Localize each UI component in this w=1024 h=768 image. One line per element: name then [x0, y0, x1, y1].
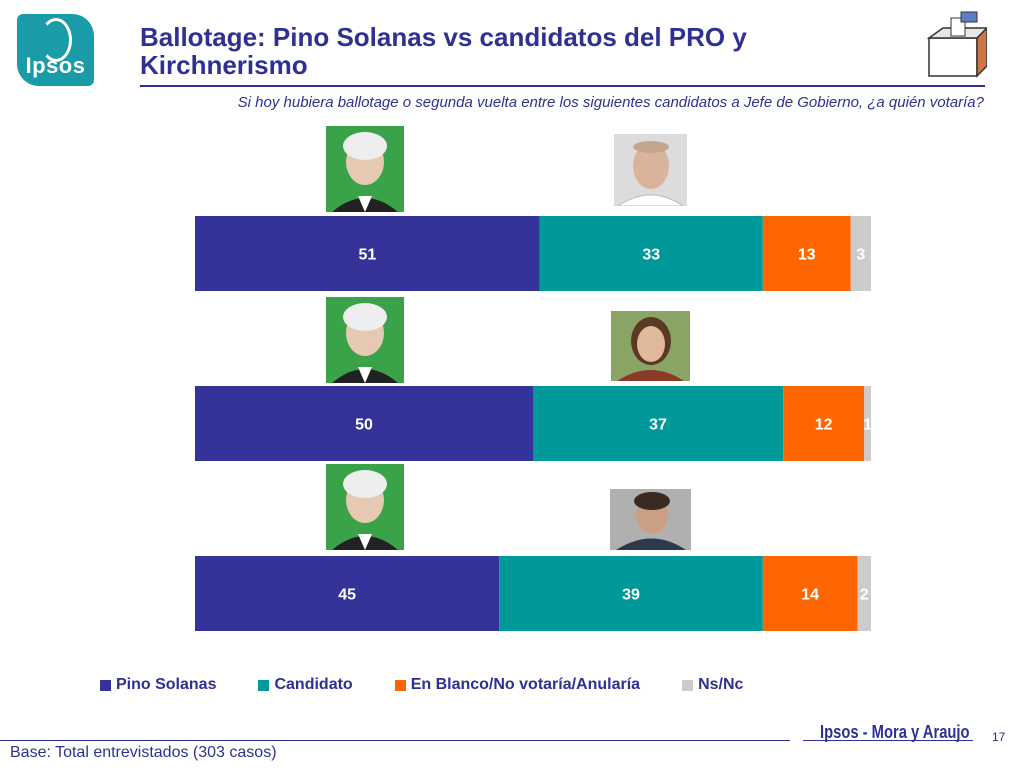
bar-segment [195, 556, 500, 631]
candidate-photo-3 [610, 489, 691, 550]
bar-value-label: 37 [649, 417, 667, 434]
legend-swatch [100, 679, 111, 691]
bar-value-label: 39 [622, 587, 640, 604]
candidate-photo-1 [614, 134, 687, 206]
legend-swatch [394, 679, 406, 691]
pino-solanas-photo-3 [326, 464, 404, 550]
page-title: Ballotage: Pino Solanas vs candidatos de… [140, 22, 747, 80]
legend-swatch [258, 679, 270, 691]
question-subtitle: Si hoy hubiera ballotage o segunda vuelt… [237, 94, 984, 111]
legend-item-candidato: Candidato [258, 676, 353, 694]
base-note: Base: Total entrevistados (303 casos) [10, 744, 277, 761]
bar-value-label: 1 [863, 417, 872, 434]
bar-segment [783, 386, 865, 461]
pino-solanas-photo-2 [326, 297, 404, 383]
footer-brand-underline [803, 740, 973, 741]
candidate-photo-2 [611, 311, 690, 381]
bar-segment [762, 216, 851, 291]
legend-swatch [682, 679, 694, 691]
legend-label: Candidato [274, 676, 353, 693]
logo-ring-icon [40, 18, 72, 62]
ballot-box-icon [926, 11, 987, 78]
title-divider [140, 85, 985, 87]
bar-segment [850, 216, 871, 291]
brand-signature: Ipsos - Mora y Araujo [820, 722, 970, 742]
page-number: 17 [992, 730, 1006, 744]
footer-divider [0, 740, 790, 741]
bar-value-label: 14 [801, 587, 819, 604]
bar-value-label: 51 [358, 247, 376, 264]
bar-segment [857, 556, 871, 631]
bar-value-label: 13 [798, 247, 816, 264]
bar-segment [539, 216, 763, 291]
logo-text: Ipsos [25, 53, 86, 78]
bar-segment [499, 556, 763, 631]
bar-value-label: 3 [856, 247, 865, 264]
bar-value-label: 33 [642, 247, 660, 264]
bar-value-label: 12 [815, 417, 833, 434]
legend-item-ns-nc: Ns/Nc [682, 676, 743, 694]
bar-segment [533, 386, 784, 461]
bar-segment [195, 216, 540, 291]
bar-segment [864, 386, 871, 461]
legend-label: Pino Solanas [116, 676, 217, 693]
legend-item-en-blanco: En Blanco/No votaría/Anularía [394, 676, 641, 694]
legend-item-pino-solanas: Pino Solanas [100, 676, 216, 694]
legend-label: En Blanco/No votaría/Anularía [410, 676, 641, 693]
bar-segment [762, 556, 858, 631]
chart-legend: Pino Solanas Candidato En Blanco/No vota… [100, 676, 743, 694]
bar-value-label: 50 [355, 417, 373, 434]
bar-segment [195, 386, 533, 461]
pino-solanas-photo-1 [326, 126, 404, 212]
bar-value-label: 2 [860, 587, 869, 604]
bar-value-label: 45 [338, 587, 356, 604]
legend-label: Ns/Nc [698, 676, 744, 693]
ipsos-logo: Ipsos [17, 14, 94, 86]
